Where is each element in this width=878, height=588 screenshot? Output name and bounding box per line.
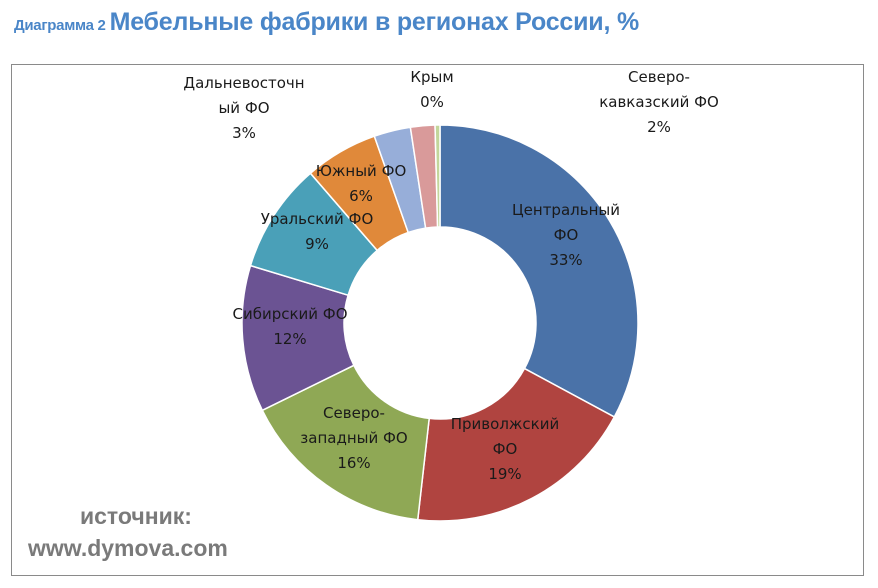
data-label-1: Центральный ФО 33% [512,201,620,269]
data-label-line: Северо- [628,68,690,86]
data-label-3: Северо-западный ФО 16% [300,404,407,472]
chart-frame: Центральный ФО 33% Приволжский ФО 19% Северо-з… [11,64,864,576]
data-label-line: Дальневосточн [183,74,304,92]
data-label-line: Центральный [512,201,620,219]
slice-9 [434,124,441,228]
data-label-line: Южный ФО [316,162,407,180]
data-label-line: Уральский ФО [261,210,374,228]
chart-title: Мебельные фабрики в регионах России, % [109,8,640,36]
chart-title-row: Диаграмма 2 Мебельные фабрики в регионах … [14,8,639,37]
slices-layer [241,124,639,522]
data-label-6: Южный ФО 6% [316,162,407,205]
slice-1 [439,124,639,418]
data-label-line: 12% [273,330,306,348]
source-note: источник: www.dymova.com [28,500,228,564]
source-url: www.dymova.com [28,535,228,561]
slice-3 [261,364,431,521]
labels-layer: Центральный ФО 33% Приволжский ФО 19% Северо-з… [183,68,718,483]
data-label-7: Дальневосточн ый ФО 3% [183,74,304,142]
data-label-line: Северо- [323,404,385,422]
data-label-line: Сибирский ФО [232,305,347,323]
data-label-line: 2% [647,118,671,136]
data-label-line: западный ФО [300,429,407,447]
data-label-2: Приволжский ФО 19% [451,415,559,483]
data-label-line: Крым [410,68,453,86]
data-label-line: ФО [554,226,579,244]
data-label-line: 33% [549,251,582,269]
data-label-line: Приволжский [451,415,559,433]
data-label-line: 0% [420,93,444,111]
source-label: источник: [80,503,192,529]
data-label-line: кавказский ФО [599,93,719,111]
slice-2 [416,367,616,522]
data-label-line: 19% [488,465,521,483]
data-label-line: ФО [493,440,518,458]
data-label-line: 6% [349,187,373,205]
data-label-line: 9% [305,235,329,253]
data-label-5: Уральский ФО 9% [261,210,374,253]
data-label-line: 16% [337,454,370,472]
data-label-4: Сибирский ФО 12% [232,305,347,348]
chart-number: Диаграмма 2 [14,17,106,34]
data-label-line: 3% [232,124,256,142]
donut-chart: Центральный ФО 33% Приволжский ФО 19% Северо-з… [183,68,719,522]
data-label-9: Крым 0% [410,68,453,111]
data-label-8: Северо-кавказский ФО 2% [599,68,719,136]
data-label-line: ый ФО [218,99,269,117]
